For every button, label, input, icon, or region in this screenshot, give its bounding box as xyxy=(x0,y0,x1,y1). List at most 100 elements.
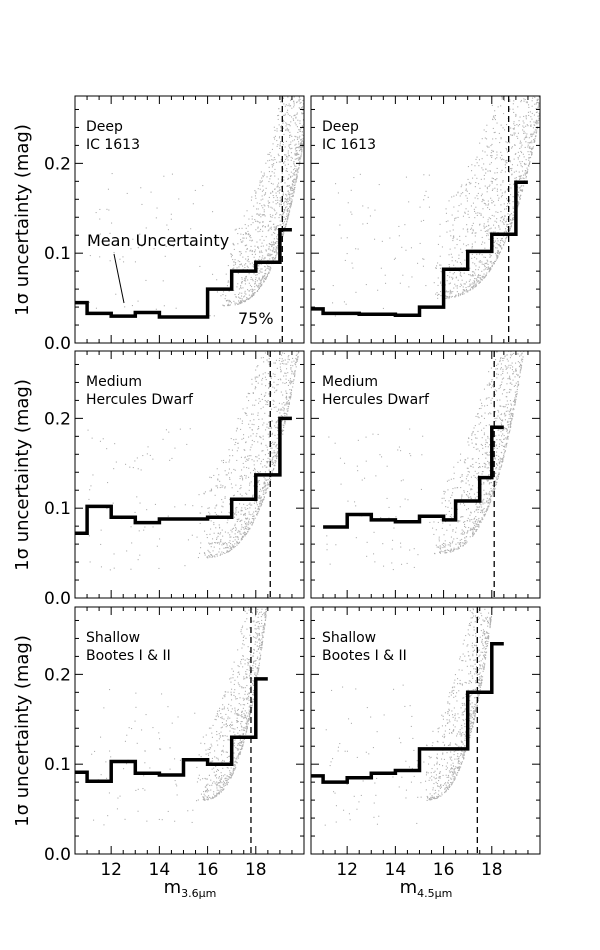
scatter-point xyxy=(113,553,115,555)
scatter-point xyxy=(496,256,498,258)
scatter-point xyxy=(470,512,472,514)
scatter-point xyxy=(484,513,486,515)
scatter-point xyxy=(268,355,270,357)
scatter-point xyxy=(247,508,249,510)
scatter-point xyxy=(467,286,469,288)
scatter-point xyxy=(249,427,251,429)
scatter-point xyxy=(267,272,269,274)
scatter-point xyxy=(536,26,537,27)
scatter-point xyxy=(269,227,271,229)
scatter-point xyxy=(261,242,263,244)
scatter-point xyxy=(208,511,210,513)
scatter-point xyxy=(488,492,490,494)
scatter-point xyxy=(521,166,523,168)
scatter-point xyxy=(248,518,250,520)
scatter-point xyxy=(496,257,498,259)
scatter-point xyxy=(225,295,227,297)
scatter-point xyxy=(196,536,198,538)
scatter-point xyxy=(271,471,273,473)
scatter-point xyxy=(482,518,484,520)
scatter-point xyxy=(300,46,301,47)
scatter-point xyxy=(249,284,251,286)
scatter-point xyxy=(258,495,260,497)
scatter-point xyxy=(300,50,301,51)
scatter-point xyxy=(509,108,511,110)
scatter-point xyxy=(459,294,461,296)
scatter-point xyxy=(303,94,304,95)
scatter-point xyxy=(253,475,255,477)
scatter-point xyxy=(485,439,487,441)
scatter-point xyxy=(296,305,297,306)
scatter-point xyxy=(293,340,294,341)
scatter-point xyxy=(289,203,291,205)
scatter-point xyxy=(283,344,284,345)
scatter-point xyxy=(270,192,272,194)
scatter-point xyxy=(300,273,301,274)
scatter-point xyxy=(523,184,524,185)
scatter-point xyxy=(274,242,276,244)
scatter-point xyxy=(266,267,268,269)
scatter-point xyxy=(299,299,300,300)
scatter-point xyxy=(481,512,483,514)
scatter-point xyxy=(208,555,210,557)
scatter-point xyxy=(269,270,271,272)
scatter-point xyxy=(208,551,210,553)
scatter-point xyxy=(286,403,288,405)
scatter-point xyxy=(521,53,522,54)
scatter-point xyxy=(272,143,274,145)
scatter-point xyxy=(277,271,278,272)
scatter-point xyxy=(482,241,484,243)
scatter-point xyxy=(296,147,298,149)
scatter-point xyxy=(219,480,221,482)
scatter-point xyxy=(235,441,237,443)
scatter-point xyxy=(506,142,508,144)
scatter-point xyxy=(119,258,121,260)
scatter-point xyxy=(290,171,292,173)
scatter-point xyxy=(447,296,449,298)
scatter-point xyxy=(537,115,539,117)
scatter-point xyxy=(503,219,505,221)
scatter-point xyxy=(246,248,248,250)
scatter-point xyxy=(300,284,301,285)
scatter-point xyxy=(489,470,491,472)
scatter-point xyxy=(233,536,235,538)
scatter-point xyxy=(213,524,215,526)
scatter-point xyxy=(467,508,469,510)
scatter-point xyxy=(238,296,240,298)
scatter-point xyxy=(460,186,462,188)
scatter-point xyxy=(292,331,293,332)
scatter-point xyxy=(289,315,290,316)
scatter-point xyxy=(291,187,293,189)
scatter-point xyxy=(506,225,508,227)
scatter-point xyxy=(260,437,262,439)
scatter-point xyxy=(267,400,269,402)
scatter-point xyxy=(260,502,262,504)
scatter-point xyxy=(487,266,489,268)
scatter-point xyxy=(301,134,303,136)
scatter-point xyxy=(280,302,281,303)
scatter-point xyxy=(300,316,301,317)
scatter-point xyxy=(178,198,180,200)
scatter-point xyxy=(530,72,531,73)
scatter-point xyxy=(302,143,304,145)
scatter-point xyxy=(229,304,231,306)
scatter-point xyxy=(277,144,279,146)
scatter-point xyxy=(517,193,519,195)
scatter-point xyxy=(512,219,514,221)
scatter-point xyxy=(497,256,499,258)
scatter-point xyxy=(228,299,230,301)
scatter-point xyxy=(224,487,226,489)
scatter-point xyxy=(484,137,486,139)
scatter-point xyxy=(227,303,229,305)
scatter-point xyxy=(294,144,296,146)
scatter-point xyxy=(221,499,223,501)
scatter-point xyxy=(215,513,217,515)
scatter-point xyxy=(146,453,148,455)
scatter-point xyxy=(226,551,228,553)
scatter-point xyxy=(520,316,521,317)
scatter-point xyxy=(521,1,522,2)
scatter-point xyxy=(481,263,483,265)
scatter-point xyxy=(300,338,301,339)
scatter-point xyxy=(303,36,304,37)
scatter-point xyxy=(277,118,279,120)
